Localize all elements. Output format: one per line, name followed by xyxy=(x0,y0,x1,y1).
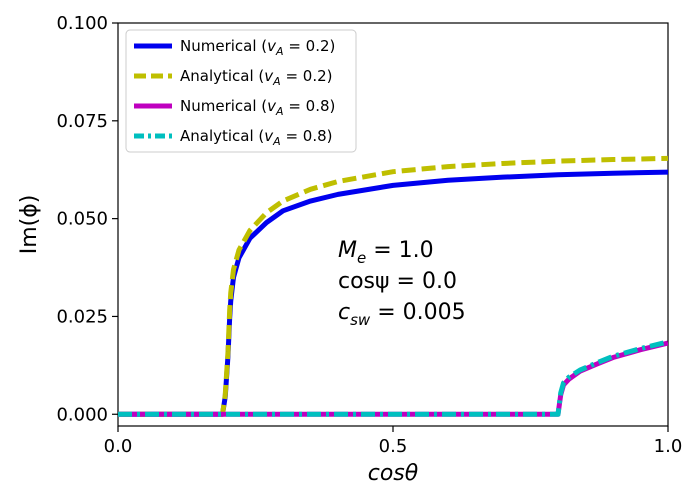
series-line-2 xyxy=(118,155,668,417)
legend-label-text: Analytical ( xyxy=(180,67,264,85)
legend-label-sub: A xyxy=(275,45,284,58)
legend-label-rest: = 0.8) xyxy=(284,97,336,115)
annotation-main: cosψ = 0.0 xyxy=(338,269,457,294)
annotation-rest: = 1.0 xyxy=(366,238,433,263)
annotation-sub: e xyxy=(357,249,366,267)
annotation-line-1: Me = 1.0 xyxy=(338,238,434,267)
x-axis-label: cosθ xyxy=(368,461,419,486)
y-tick-label: 0.025 xyxy=(56,306,108,327)
x-tick-label: 0.0 xyxy=(104,436,133,457)
annotation-rest: = 0.005 xyxy=(370,300,465,325)
legend-label-var: v xyxy=(267,37,277,55)
series-line-4 xyxy=(118,339,668,417)
y-axis-label: Im(ϕ) xyxy=(17,195,42,255)
legend-label-sub: A xyxy=(275,105,284,118)
legend-label-rest: = 0.8) xyxy=(281,127,333,145)
legend-label-rest: = 0.2) xyxy=(281,67,333,85)
legend-label-sub: A xyxy=(272,75,281,88)
y-tick-label: 0.075 xyxy=(56,111,108,132)
legend-label-sub: A xyxy=(272,135,281,148)
y-tick-label: 0.100 xyxy=(56,13,108,34)
x-tick-label: 1.0 xyxy=(654,436,683,457)
annotation-line-2: cosψ = 0.0 xyxy=(338,269,457,294)
annotation-main: M xyxy=(338,238,357,263)
x-axis: 0.0 0.5 1.0 xyxy=(104,426,683,457)
legend-label-var: v xyxy=(264,67,274,85)
legend-box xyxy=(125,29,357,153)
legend-label-1: Numerical (vA = 0.2) xyxy=(180,37,335,58)
legend-label-rest: = 0.2) xyxy=(284,37,336,55)
annotation-sub: sw xyxy=(350,311,371,329)
y-tick-label: 0.050 xyxy=(56,209,108,230)
legend-label-text: Numerical ( xyxy=(180,97,267,115)
annotation-main: c xyxy=(338,300,350,325)
legend-label-text: Numerical ( xyxy=(180,37,267,55)
annotation-line-3: csw = 0.005 xyxy=(338,300,466,329)
y-axis: 0.000 0.025 0.050 0.075 0.100 xyxy=(56,13,118,425)
legend-label-var: v xyxy=(267,97,277,115)
legend-label-2: Analytical (vA = 0.2) xyxy=(180,67,333,88)
series-line-3 xyxy=(118,340,668,417)
legend-label-text: Analytical ( xyxy=(180,127,264,145)
legend: Numerical (vA = 0.2)Analytical (vA = 0.2… xyxy=(125,29,357,153)
x-tick-label: 0.5 xyxy=(379,436,408,457)
legend-label-var: v xyxy=(264,127,274,145)
series-layer xyxy=(118,155,668,417)
y-tick-label: 0.000 xyxy=(56,404,108,425)
legend-label-4: Analytical (vA = 0.8) xyxy=(180,127,333,148)
legend-label-3: Numerical (vA = 0.8) xyxy=(180,97,335,118)
